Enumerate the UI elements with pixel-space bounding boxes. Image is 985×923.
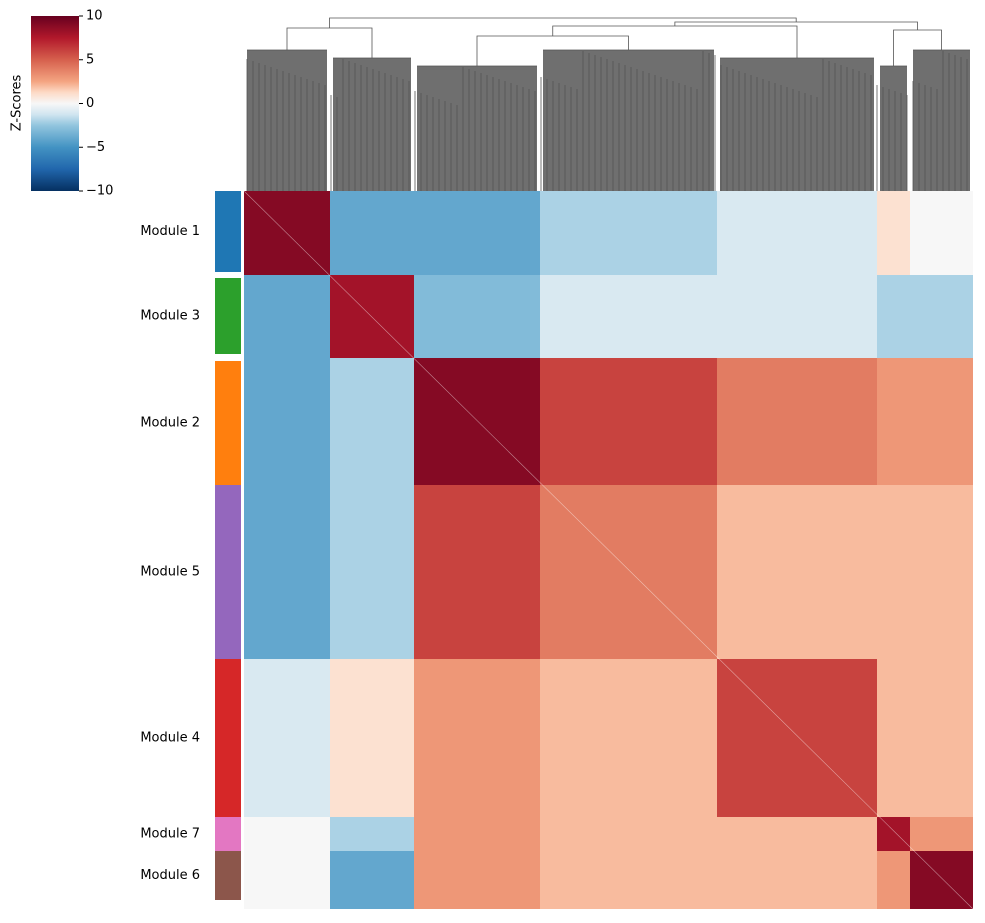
colorbar-tick-label: 0 [86,96,94,111]
heatmap-cell [717,851,877,909]
heatmap-cell [414,275,540,358]
dendrogram-fill [247,50,327,191]
heatmap-cell [244,851,330,909]
heatmap-cell [910,485,973,659]
heatmap-cell [540,191,717,275]
heatmap-cell [910,191,973,275]
heatmap-cell [414,851,540,909]
heatmap-cell [244,275,330,358]
heatmap-cell [877,659,910,817]
heatmap-cell [414,817,540,851]
colorbar-label: Z-Scores [10,75,25,132]
heatmap-cell [244,817,330,851]
dendrogram-fill [913,50,970,191]
heatmap-cell [540,485,717,659]
colorbar-tick-label: −5 [86,140,105,155]
heatmap-cell [717,191,877,275]
colorbar-tick-label: 10 [86,9,103,24]
dendrogram [246,17,970,191]
module-label: Module 6 [140,868,200,883]
heatmap-cell [877,191,910,275]
heatmap-cell [877,485,910,659]
heatmap-cell [877,851,910,909]
heatmap-cell [910,851,973,909]
module-label: Module 7 [140,827,200,842]
heatmap-cell [717,485,877,659]
heatmap-cell [540,659,717,817]
colorbar [31,16,79,191]
colorbar-tick-label: −10 [86,184,113,199]
heatmap-cell [717,275,877,358]
heatmap-cell [540,851,717,909]
module-color [215,485,241,659]
heatmap-cell [717,358,877,485]
heatmap-cell [244,485,330,659]
heatmap-cell [717,659,877,817]
heatmap-cell [330,275,414,358]
heatmap-cell [330,817,414,851]
module-color [215,817,241,851]
dendrogram-fill [543,50,714,191]
module-label: Module 1 [140,224,200,239]
heatmap-cell [877,817,910,851]
module-color [215,851,241,900]
module-label: Module 5 [140,565,200,580]
heatmap-cell [414,659,540,817]
heatmap-cell [717,817,877,851]
heatmap-cell [330,851,414,909]
heatmap-cell [330,485,414,659]
heatmap-cell [414,485,540,659]
dendrogram-fill [333,58,411,191]
dendrogram-fill [880,66,907,191]
heatmap-cell [244,358,330,485]
heatmap-cell [540,275,717,358]
dendrogram-fill [720,58,874,191]
colorbar-tick-label: 5 [86,52,94,67]
heatmap-cell [244,659,330,817]
heatmap-cell [910,358,973,485]
module-label: Module 4 [140,731,200,746]
heatmap-cell [540,358,717,485]
heatmap-cell [877,275,910,358]
dendrogram-fill [417,66,537,191]
module-color [215,659,241,817]
heatmap-cell [910,659,973,817]
heatmap-cell [330,358,414,485]
dendrogram-branch [329,17,797,28]
heatmap-cell [330,659,414,817]
heatmap-cell [910,817,973,851]
module-color [215,278,241,354]
heatmap-cell [877,358,910,485]
module-color [215,361,241,485]
heatmap-cell [540,817,717,851]
heatmap-cell [414,191,540,275]
heatmap-cell [910,275,973,358]
module-label: Module 3 [140,309,200,324]
module-label: Module 2 [140,416,200,431]
module-color [215,191,241,272]
diagonal [243,190,974,910]
heatmap-cell [330,191,414,275]
